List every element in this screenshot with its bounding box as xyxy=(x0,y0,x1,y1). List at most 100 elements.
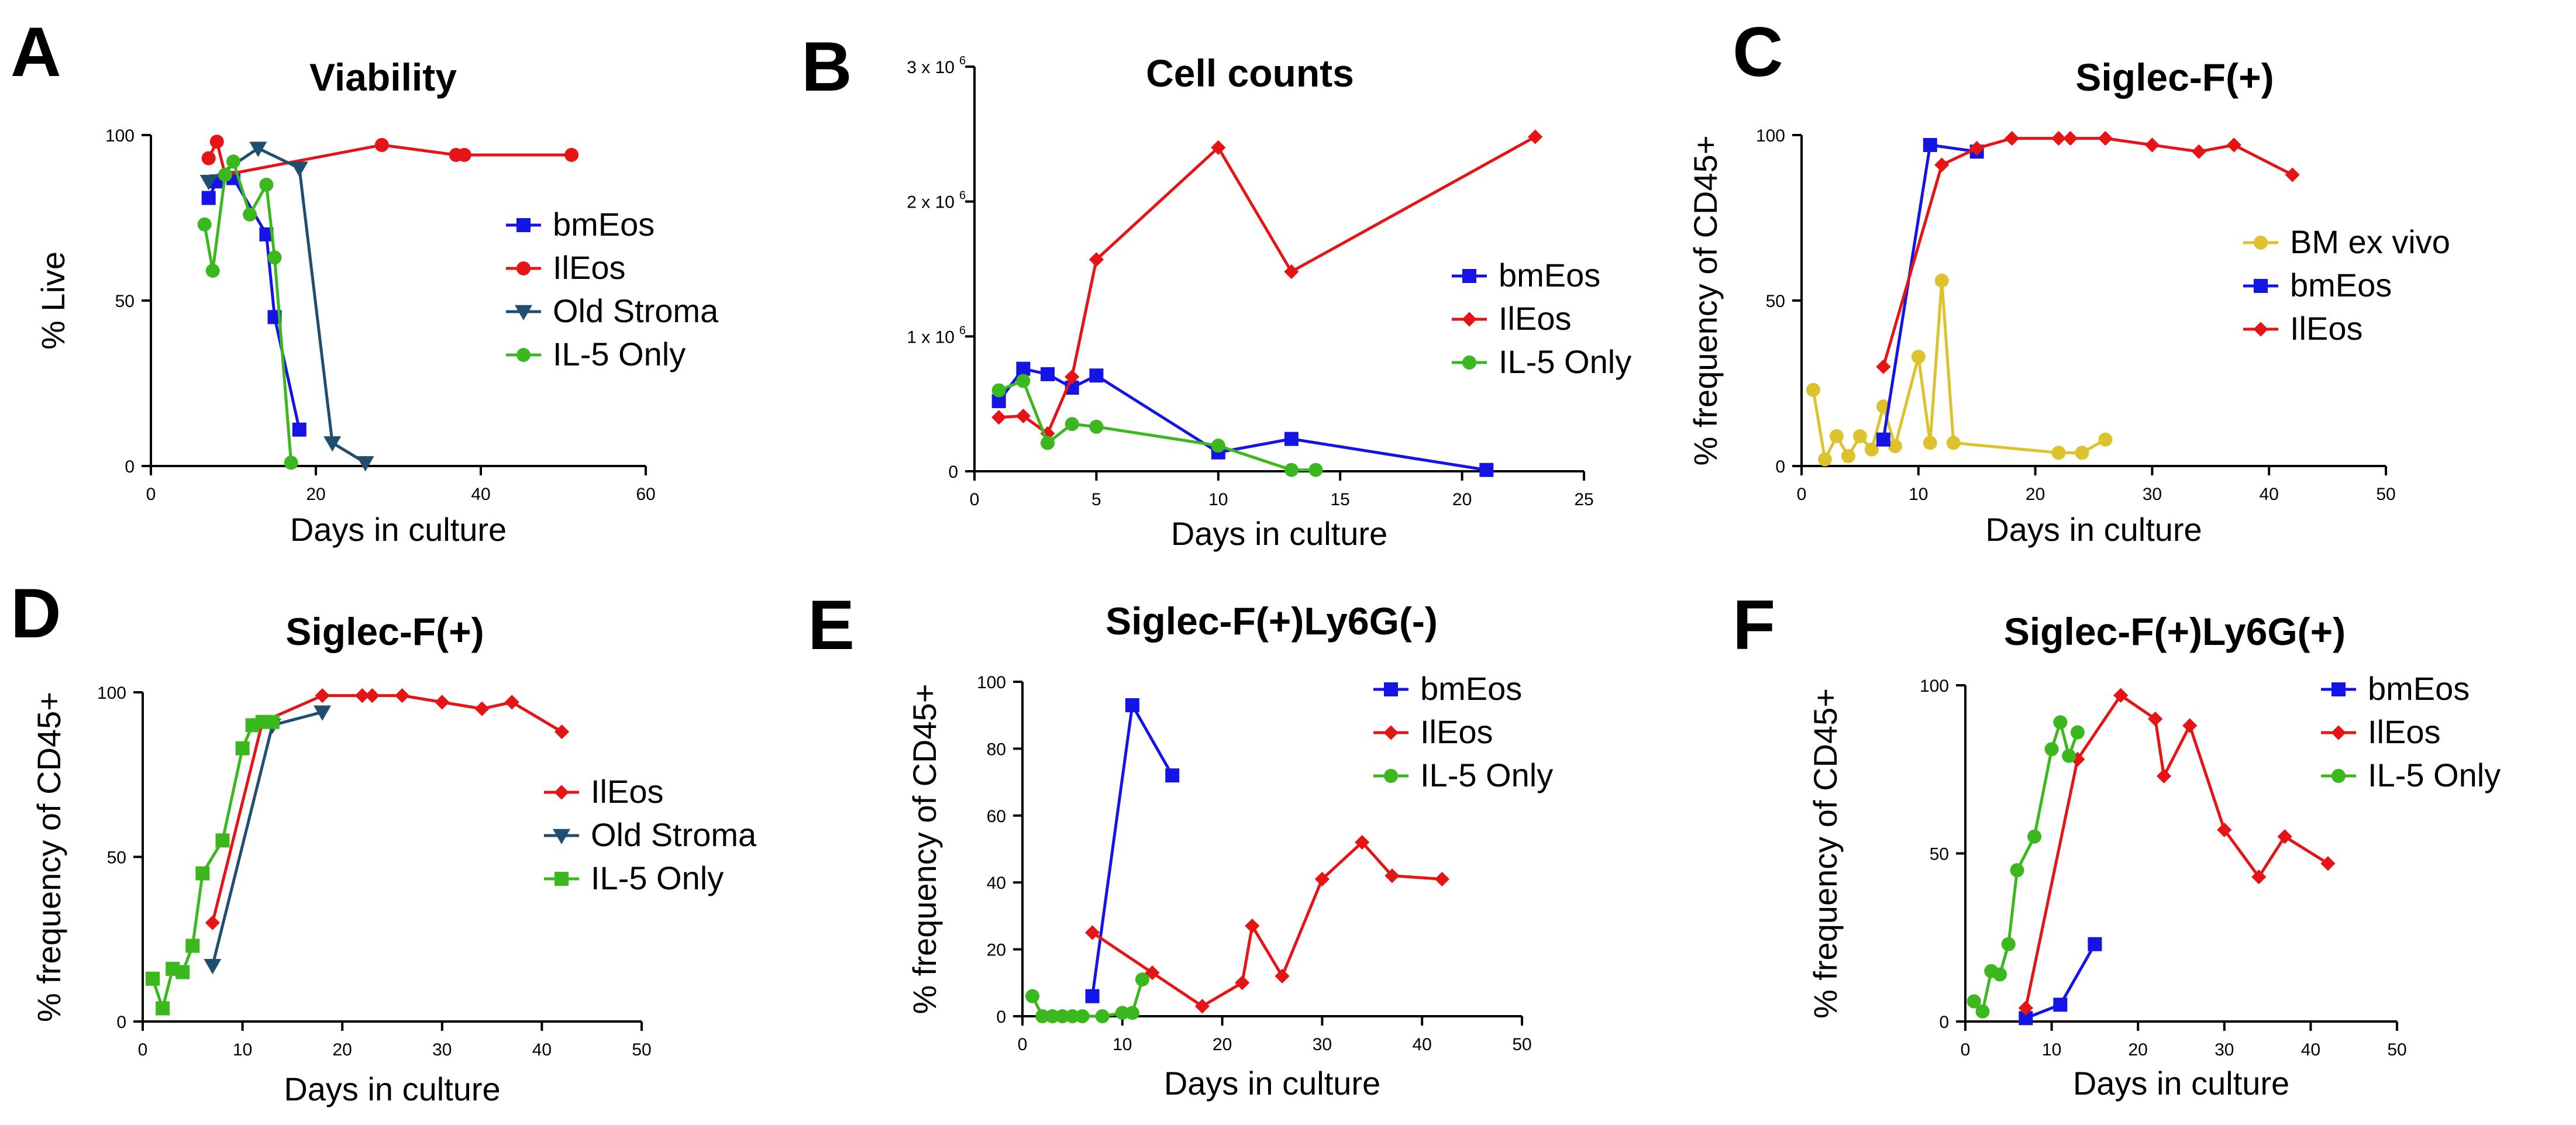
data-point xyxy=(1934,274,1949,288)
legend-label: IlEos xyxy=(553,249,626,286)
legend-label: IlEos xyxy=(2290,310,2363,347)
data-point xyxy=(1089,368,1104,383)
y-tick-label: 0 xyxy=(1939,1013,1949,1032)
data-point xyxy=(1194,999,1210,1014)
data-point xyxy=(235,741,250,755)
y-tick-exponent: 6 xyxy=(959,189,966,202)
data-point xyxy=(1967,994,1981,1009)
x-axis-label: Days in culture xyxy=(1985,511,2202,548)
data-point xyxy=(259,177,274,192)
legend-marker xyxy=(555,872,569,886)
data-point xyxy=(1065,369,1080,385)
data-point xyxy=(554,724,570,740)
data-point xyxy=(1055,1009,1070,1023)
data-point xyxy=(290,161,308,177)
data-point xyxy=(199,174,218,191)
series-line xyxy=(1091,841,1442,1008)
data-point xyxy=(1385,868,1400,884)
chart-title: Siglec-F(+)Ly6G(+) xyxy=(2004,610,2346,653)
data-point xyxy=(1165,768,1180,783)
data-point xyxy=(1479,463,1494,477)
data-point xyxy=(1275,968,1290,983)
data-point xyxy=(1115,1006,1129,1020)
panel-A: A Viability 0 20 40 60 0 50 100 Days in culture % … xyxy=(11,13,719,548)
legend-entry: IlEos xyxy=(2321,713,2441,750)
chart-title: Viability xyxy=(309,56,457,99)
series-bm-ex-vivo xyxy=(1806,274,2113,467)
legend-entry: IL-5 Only xyxy=(544,860,724,896)
y-tick-label: 0 xyxy=(1775,457,1785,477)
y-tick-label: 20 xyxy=(987,941,1006,960)
series-line xyxy=(998,379,1316,472)
panel-letter: C xyxy=(1733,13,1783,91)
data-point xyxy=(197,217,212,232)
y-axis-label: % frequency of CD45+ xyxy=(1807,688,1844,1019)
legend-entry: IlEos xyxy=(2243,310,2363,347)
data-point xyxy=(2051,131,2067,146)
series-line xyxy=(2024,693,2329,1009)
legend-label: bmEos xyxy=(2290,267,2392,303)
legend-label: Old Stroma xyxy=(553,292,719,329)
legend-marker xyxy=(2332,769,2346,783)
data-point xyxy=(1284,264,1299,279)
y-tick-label: 0 xyxy=(996,1007,1006,1027)
data-point xyxy=(1041,436,1055,450)
series-ileos xyxy=(2018,688,2336,1016)
data-point xyxy=(2044,742,2059,757)
data-point xyxy=(1841,449,1855,464)
y-tick-label: 100 xyxy=(1756,126,1785,146)
data-point xyxy=(457,147,471,162)
data-point xyxy=(2156,768,2172,784)
data-point xyxy=(2053,998,2068,1012)
series-line xyxy=(211,694,563,923)
legend-marker xyxy=(1383,725,1399,740)
x-tick-label: 20 xyxy=(306,485,325,504)
data-point xyxy=(1923,137,1937,152)
data-point xyxy=(1355,834,1370,850)
data-point xyxy=(1923,436,1937,450)
legend-marker xyxy=(1384,682,1398,696)
data-point xyxy=(364,688,380,703)
y-tick-label: 0 xyxy=(116,1013,126,1032)
panel-letter: B xyxy=(801,27,852,106)
data-point xyxy=(1308,463,1323,477)
chart-title: Cell counts xyxy=(1146,51,1354,95)
data-point xyxy=(292,422,306,437)
legend-marker xyxy=(554,785,569,800)
y-tick-label: 1 x 10 xyxy=(907,327,955,347)
data-point xyxy=(204,959,222,975)
x-tick-label: 10 xyxy=(233,1040,252,1060)
series-ileos xyxy=(1084,834,1449,1014)
y-tick-label: 50 xyxy=(107,848,126,868)
data-point xyxy=(1876,432,1890,447)
series-bmeos xyxy=(1876,137,1984,447)
series-line xyxy=(1091,703,1174,997)
data-point xyxy=(2001,937,2016,951)
panel-B: B Cell counts 0 5 10 15 20 25 0 1 x 10 6 2 x 10 6 3 x… xyxy=(801,27,1631,552)
x-tick-label: 30 xyxy=(2215,1040,2234,1060)
x-tick-label: 0 xyxy=(1797,485,1807,504)
x-tick-label: 40 xyxy=(2301,1040,2320,1060)
data-point xyxy=(1245,918,1260,934)
legend-label: IlEos xyxy=(1420,713,1493,750)
data-point xyxy=(1235,975,1250,991)
data-point xyxy=(354,688,370,703)
data-point xyxy=(1211,140,1226,155)
legend-entry: bmEos xyxy=(506,206,655,243)
data-point xyxy=(243,207,257,222)
y-axis-label: % frequency of CD45+ xyxy=(30,692,67,1022)
legend-label: IL-5 Only xyxy=(591,860,724,896)
chart-title: Siglec-F(+)Ly6G(-) xyxy=(1106,599,1438,643)
x-tick-label: 50 xyxy=(1512,1035,1531,1054)
data-point xyxy=(1314,871,1330,887)
legend-marker xyxy=(1462,312,1477,327)
data-point xyxy=(394,688,410,703)
y-tick-label: 100 xyxy=(97,684,126,703)
chart-title: Siglec-F(+) xyxy=(285,610,484,653)
legend-marker xyxy=(2332,682,2346,696)
y-tick-label: 50 xyxy=(1930,845,1949,864)
y-tick-label: 0 xyxy=(125,457,135,477)
panel-F: F Siglec-F(+)Ly6G(+) 0 10 20 30 40 50 0 50 100 Days… xyxy=(1733,586,2501,1102)
data-point xyxy=(205,915,221,930)
data-point xyxy=(267,250,282,265)
